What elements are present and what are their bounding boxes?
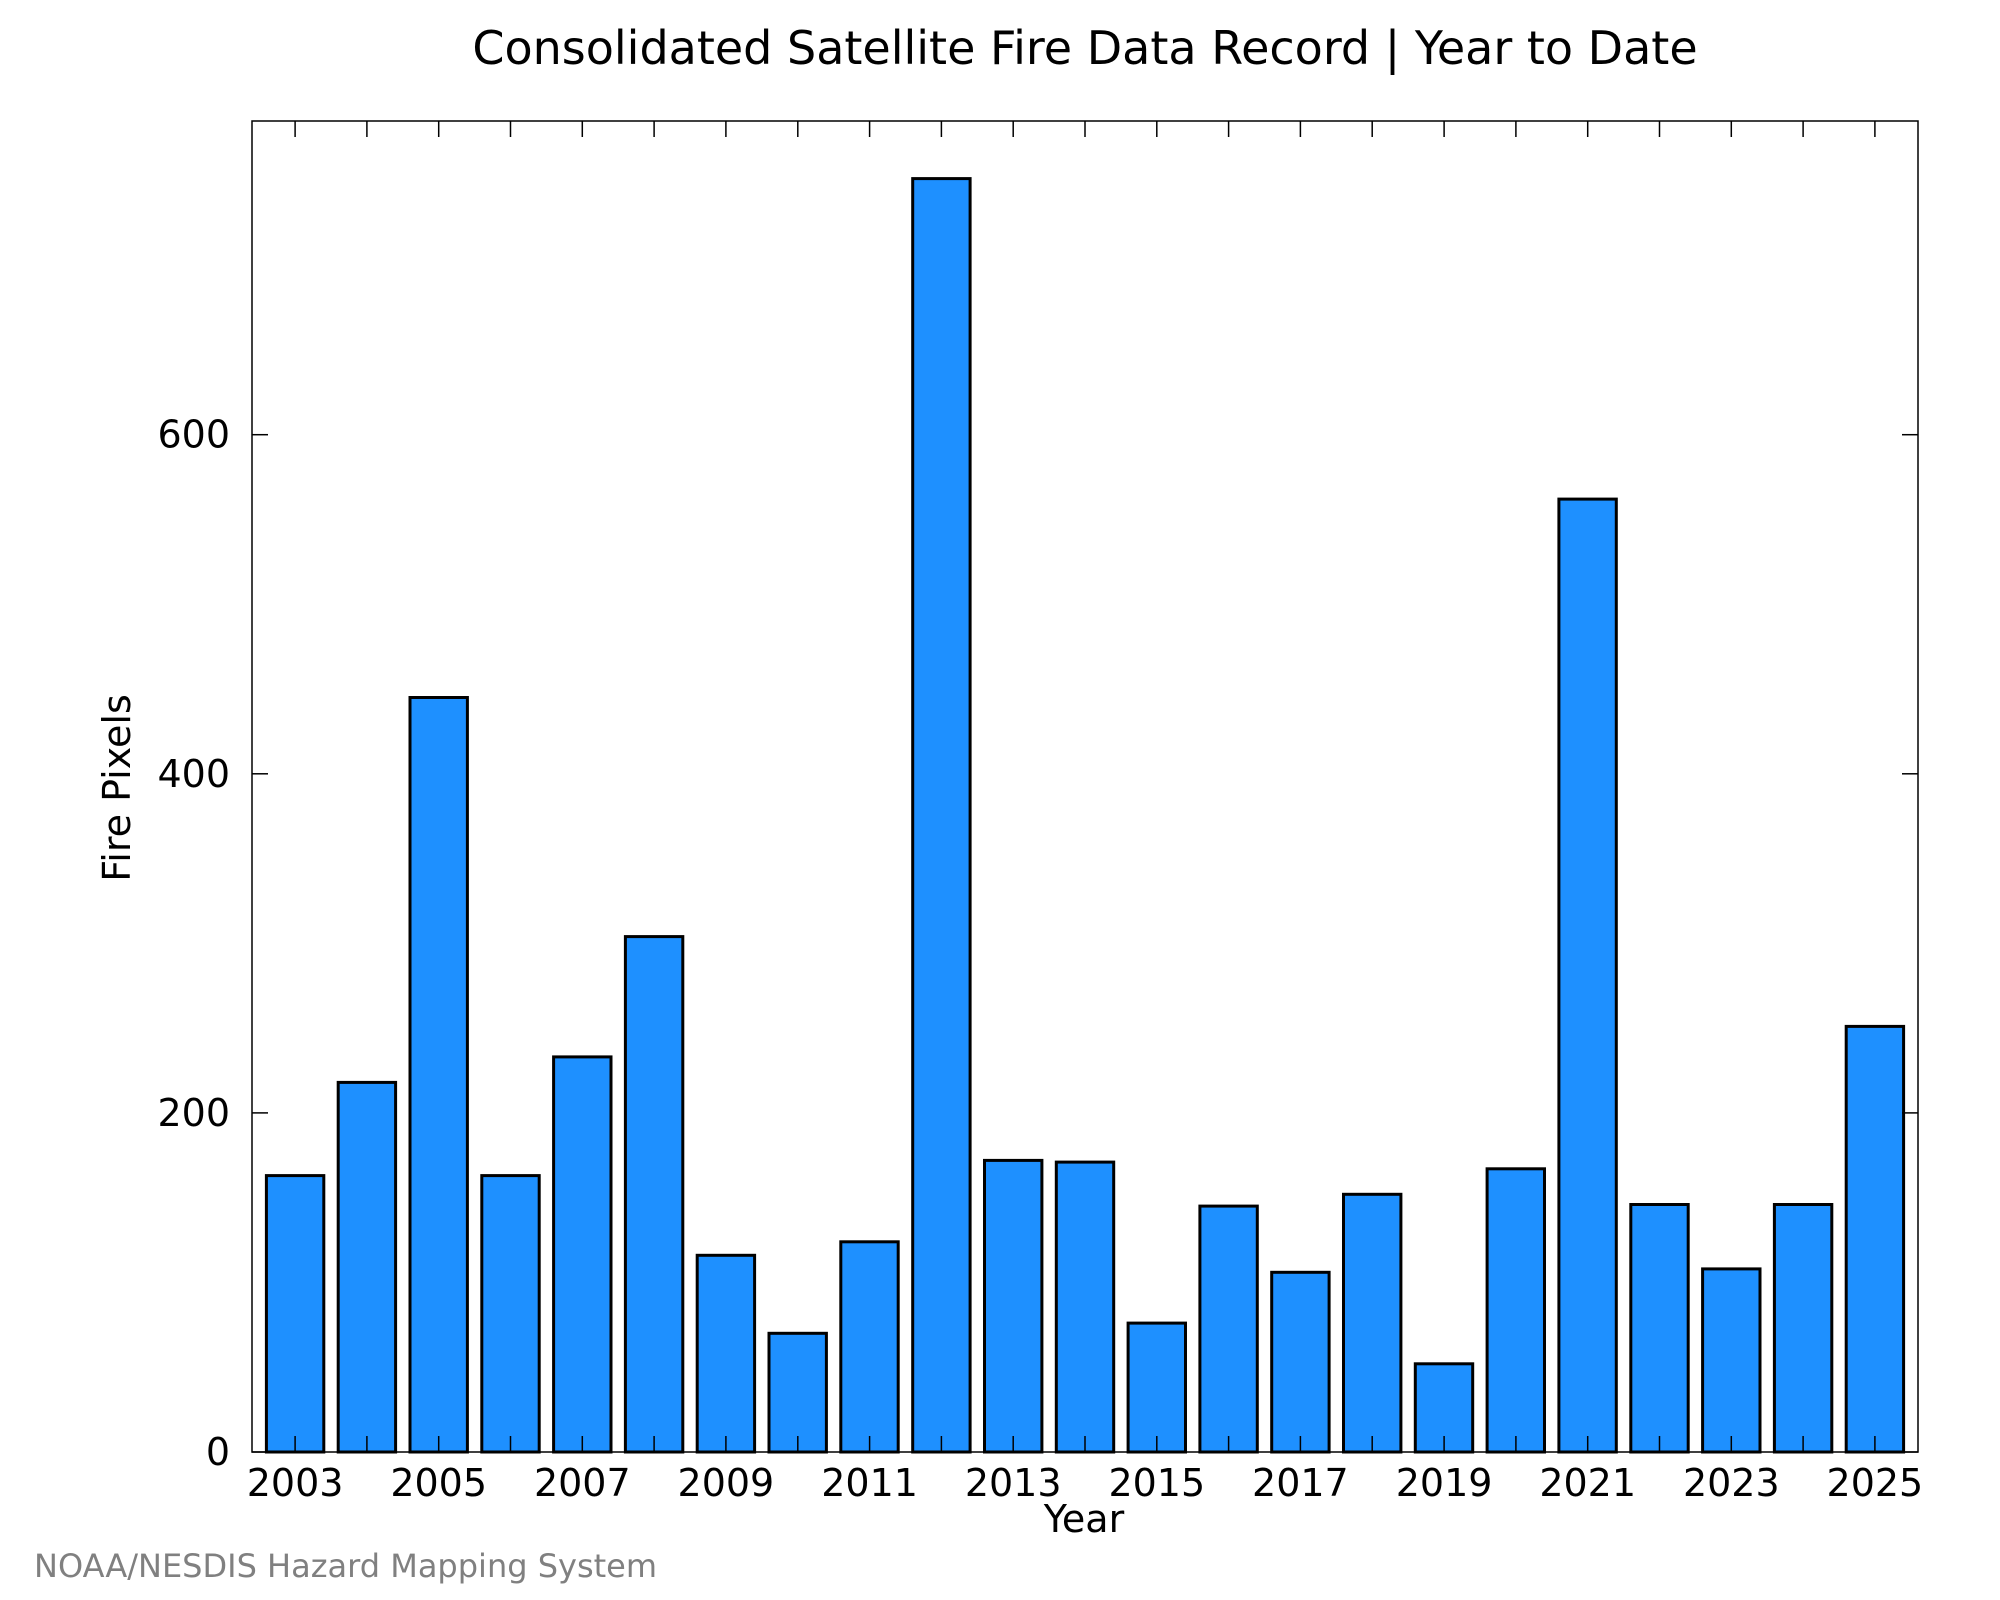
bar-2013 bbox=[983, 1158, 1044, 1454]
x-tick-label-2009: 2009 bbox=[678, 1461, 775, 1505]
bar-2009 bbox=[695, 1253, 757, 1454]
y-tick-label-0: 0 bbox=[206, 1430, 230, 1474]
bar-2017 bbox=[1270, 1270, 1331, 1454]
bar-2011 bbox=[839, 1240, 900, 1454]
bar-2015 bbox=[1126, 1321, 1187, 1454]
bar-2018 bbox=[1342, 1192, 1403, 1454]
bar-2025 bbox=[1844, 1024, 1906, 1454]
bar-2012 bbox=[911, 177, 972, 1454]
bars-group bbox=[264, 177, 1906, 1454]
x-tick-label-2011: 2011 bbox=[821, 1461, 918, 1505]
bar-2003 bbox=[264, 1174, 326, 1454]
bar-2014 bbox=[1054, 1160, 1116, 1454]
bar-2004 bbox=[336, 1080, 398, 1454]
bar-2005 bbox=[408, 696, 469, 1454]
bar-2021 bbox=[1557, 497, 1618, 1454]
chart-title: Consolidated Satellite Fire Data Record … bbox=[472, 21, 1697, 76]
bar-2022 bbox=[1629, 1203, 1690, 1454]
x-tick-label-2003: 2003 bbox=[247, 1461, 344, 1505]
bar-2007 bbox=[552, 1055, 613, 1454]
source-credit: NOAA/NESDIS Hazard Mapping System bbox=[34, 1547, 657, 1585]
x-tick-label-2013: 2013 bbox=[965, 1461, 1062, 1505]
x-tick-label-2007: 2007 bbox=[534, 1461, 631, 1505]
x-axis-label: Year bbox=[1043, 1497, 1125, 1541]
ticks-group bbox=[252, 121, 1918, 1453]
y-tick-label-400: 400 bbox=[157, 752, 230, 796]
x-tick-label-2005: 2005 bbox=[390, 1461, 487, 1505]
bar-2010 bbox=[767, 1331, 828, 1454]
y-tick-label-200: 200 bbox=[157, 1091, 230, 1135]
tick-labels-group: 2003 2005 2007 2009 2011 2013 2015 2017 2019 2021… bbox=[157, 413, 1923, 1505]
plot-area-frame bbox=[251, 120, 1919, 1453]
bar-2008 bbox=[623, 935, 685, 1454]
y-tick-label-600: 600 bbox=[157, 413, 230, 457]
x-tick-label-2015: 2015 bbox=[1108, 1461, 1205, 1505]
bar-2024 bbox=[1772, 1203, 1834, 1454]
y-axis-label: Fire Pixels bbox=[95, 694, 139, 882]
x-tick-label-2023: 2023 bbox=[1683, 1461, 1780, 1505]
x-tick-label-2021: 2021 bbox=[1539, 1461, 1636, 1505]
bar-2006 bbox=[480, 1174, 541, 1454]
x-tick-label-2017: 2017 bbox=[1252, 1461, 1349, 1505]
bar-2016 bbox=[1198, 1204, 1259, 1454]
x-tick-label-2019: 2019 bbox=[1396, 1461, 1493, 1505]
x-tick-label-2025: 2025 bbox=[1827, 1461, 1924, 1505]
bar-2023 bbox=[1701, 1267, 1762, 1454]
bar-2020 bbox=[1485, 1167, 1546, 1454]
